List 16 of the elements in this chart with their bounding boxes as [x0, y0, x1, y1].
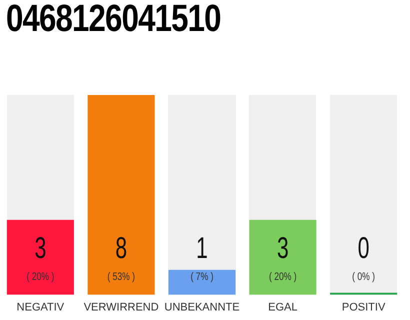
- data-label: 3: [34, 232, 46, 266]
- chart-title: 0468126041510: [6, 0, 221, 41]
- annotation: ( 7% ): [190, 270, 214, 284]
- data-label: 3: [276, 232, 289, 266]
- data-label: 1: [196, 232, 208, 266]
- data-label: 8: [115, 232, 128, 266]
- annotation: ( 0% ): [352, 270, 376, 284]
- x-tick-label: NEGATIV: [16, 301, 65, 314]
- x-tick-label: UNBEKANNTE: [164, 301, 240, 314]
- x-tick-label: POSITIV: [342, 301, 386, 314]
- annotation: ( 20% ): [26, 270, 54, 284]
- x-tick-label: VERWIRREND: [84, 301, 159, 314]
- data-label: 0: [358, 232, 370, 266]
- x-tick-label: EGAL: [268, 301, 298, 314]
- annotation: ( 53% ): [107, 270, 136, 284]
- annotation: ( 20% ): [268, 270, 297, 284]
